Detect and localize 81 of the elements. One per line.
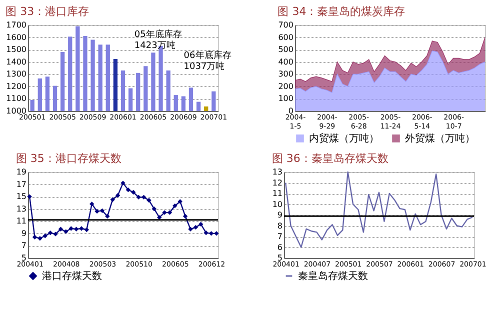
- point: [68, 226, 74, 231]
- y-tick-label: 600: [278, 32, 294, 42]
- y-tick-label: 5: [277, 254, 282, 262]
- y-tick-label: 300: [278, 70, 294, 79]
- y-tick-label: 11: [16, 216, 26, 226]
- y-tick-label: 200: [278, 82, 294, 91]
- point: [48, 230, 53, 236]
- chart-title: 图 36：秦皇岛存煤天数: [272, 152, 388, 165]
- y-tick-label: 0: [288, 106, 294, 116]
- y-tick-label: 1700: [6, 20, 26, 30]
- point: [94, 208, 100, 214]
- legend-label: 内贸煤（万吨）: [309, 132, 379, 144]
- point: [131, 190, 136, 195]
- point: [126, 187, 131, 192]
- y-tick-label: 15: [16, 192, 26, 202]
- point: [64, 229, 68, 234]
- y-tick-label: 700: [278, 20, 294, 30]
- point: [162, 210, 167, 215]
- point: [120, 180, 126, 186]
- legend-label: 外贸煤（万吨）: [405, 132, 475, 144]
- point: [188, 226, 193, 232]
- y-tick-label: 8: [277, 221, 282, 230]
- y-tick-label: 6: [277, 242, 282, 252]
- point: [193, 224, 198, 230]
- y-tick-label: 1500: [6, 45, 26, 54]
- y-tick-label: 7: [21, 241, 26, 250]
- point: [42, 234, 48, 238]
- point: [156, 215, 162, 220]
- y-tick-label: 1300: [6, 70, 26, 79]
- point: [152, 206, 156, 212]
- point: [208, 231, 214, 236]
- y-tick-label: 19: [16, 168, 26, 176]
- chart-title: 图 33：港口库存: [6, 5, 90, 18]
- chart-title: 图 35：港口存煤天数: [16, 152, 122, 165]
- point: [146, 198, 152, 203]
- annotation: 05年底库存 1423万吨: [134, 29, 182, 52]
- legend-label: 秦皇岛存煤天数: [298, 270, 368, 282]
- y-tick-label: 7: [277, 232, 282, 241]
- point: [167, 210, 172, 215]
- point: [74, 226, 79, 232]
- point: [38, 236, 42, 241]
- y-tick-label: 17: [16, 180, 26, 189]
- point: [172, 203, 178, 208]
- y-tick-label: 100: [278, 94, 294, 104]
- annotation: 06年底库存 1037万吨: [184, 50, 232, 72]
- y-tick-label: 10: [272, 200, 282, 209]
- y-tick-label: 11: [272, 189, 282, 198]
- y-tick-label: 500: [278, 45, 294, 54]
- chart-title: 图 34：秦皇岛的煤炭库存: [278, 5, 406, 18]
- point: [32, 234, 38, 240]
- y-tick-label: 13: [272, 168, 282, 176]
- point: [178, 199, 182, 204]
- y-tick-label: 400: [278, 57, 294, 66]
- point: [84, 227, 90, 232]
- point: [53, 232, 58, 236]
- point: [27, 194, 32, 199]
- point: [182, 214, 188, 219]
- y-tick-label: 1100: [6, 94, 26, 104]
- point: [198, 222, 204, 227]
- point: [110, 197, 115, 202]
- point: [105, 214, 110, 219]
- point: [136, 194, 141, 200]
- point: [204, 230, 208, 236]
- y-tick-label: 1000: [6, 106, 26, 116]
- point: [141, 194, 146, 200]
- y-tick-label: 1600: [6, 32, 26, 42]
- y-tick-label: 9: [277, 210, 282, 220]
- y-tick-label: 1400: [6, 57, 26, 66]
- point: [90, 202, 94, 206]
- y-tick-label: 1200: [6, 82, 26, 91]
- line-series: [284, 171, 474, 248]
- y-tick-label: 12: [272, 178, 282, 188]
- legend-label: 港口存煤天数: [42, 270, 102, 282]
- point: [79, 226, 84, 231]
- point: [115, 193, 120, 198]
- point: [100, 208, 105, 214]
- y-tick-label: 9: [21, 228, 26, 238]
- y-tick-label: 5: [21, 254, 26, 262]
- point: [58, 226, 64, 232]
- point: [214, 231, 219, 236]
- y-tick-label: 13: [16, 204, 26, 214]
